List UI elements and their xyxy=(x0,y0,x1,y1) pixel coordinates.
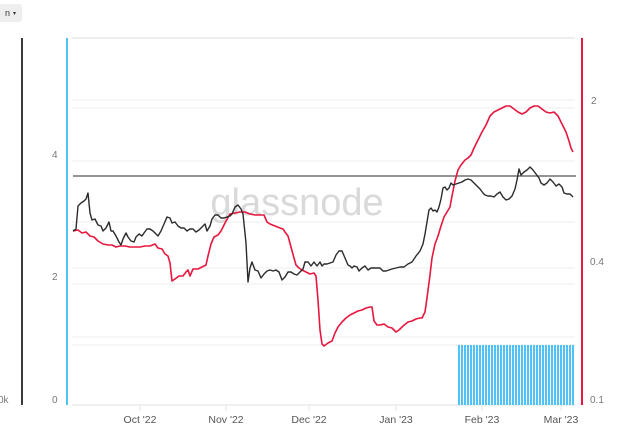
left-axis-tick-0: 0 xyxy=(52,395,58,406)
right-axis-tick-0-1: 0.1 xyxy=(590,395,604,406)
left-axis-tick-2: 2 xyxy=(52,272,58,283)
red-series-line xyxy=(72,105,574,347)
resolution-dropdown[interactable]: n ▾ xyxy=(0,4,22,22)
right-axis-tick-2: 2 xyxy=(591,96,597,107)
x-axis-tick-jan-23: Jan '23 xyxy=(379,414,413,426)
bar-series xyxy=(458,345,574,405)
x-axis-tick-nov-22: Nov '22 xyxy=(208,414,244,426)
outer-left-axis-tick: 0k xyxy=(0,395,9,406)
x-axis-tick-oct-22: Oct '22 xyxy=(123,414,157,426)
left-axis-tick-4: 4 xyxy=(52,150,58,161)
x-axis-tick-dec-22: Dec '22 xyxy=(291,414,327,426)
x-axis-tick-mar-23: Mar '23 xyxy=(543,414,579,426)
watermark-glassnode: glassnode xyxy=(210,182,383,224)
chevron-down-icon: ▾ xyxy=(12,10,16,17)
x-axis-tick-feb-23: Feb '23 xyxy=(464,414,500,426)
right-axis-tick-0-4: 0.4 xyxy=(590,257,604,268)
dropdown-label: n xyxy=(4,8,10,18)
black-series-line xyxy=(72,166,574,283)
